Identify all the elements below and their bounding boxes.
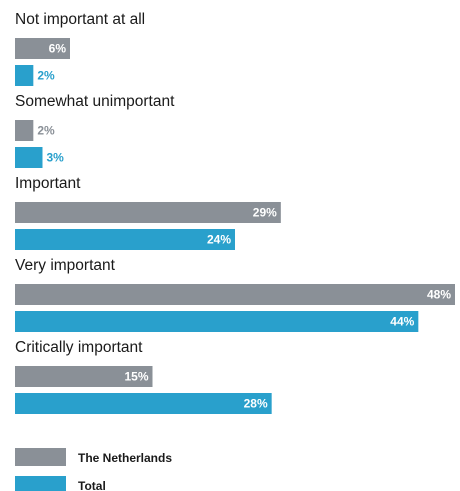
bar-total-somewhat-unimportant bbox=[15, 147, 43, 168]
data-label: 3% bbox=[47, 151, 65, 165]
legend-label: Total bbox=[78, 479, 106, 491]
category-label: Somewhat unimportant bbox=[15, 93, 175, 110]
bar-total-important bbox=[15, 229, 235, 250]
category-label: Critically important bbox=[15, 339, 143, 356]
data-label: 2% bbox=[37, 69, 55, 83]
bar-the-netherlands-very-important bbox=[15, 284, 455, 305]
data-label: 24% bbox=[207, 233, 231, 247]
data-label: 15% bbox=[124, 370, 148, 384]
data-label: 2% bbox=[37, 124, 55, 138]
data-label: 29% bbox=[253, 206, 277, 220]
legend-label: The Netherlands bbox=[78, 451, 172, 465]
bar-the-netherlands-somewhat-unimportant bbox=[15, 120, 34, 141]
category-label: Not important at all bbox=[15, 11, 145, 28]
legend-swatch-total bbox=[15, 476, 66, 491]
bar-total-critically-important bbox=[15, 393, 272, 414]
category-label: Very important bbox=[15, 257, 116, 274]
legend-swatch-the-netherlands bbox=[15, 448, 66, 466]
data-label: 48% bbox=[427, 288, 451, 302]
bar-the-netherlands-not-important-at-all bbox=[15, 38, 70, 59]
category-label: Important bbox=[15, 175, 81, 192]
data-label: 6% bbox=[49, 42, 67, 56]
data-label: 44% bbox=[390, 315, 414, 329]
bar-the-netherlands-critically-important bbox=[15, 366, 153, 387]
bar-the-netherlands-important bbox=[15, 202, 281, 223]
bar-total-very-important bbox=[15, 311, 419, 332]
data-label: 28% bbox=[244, 397, 268, 411]
bar-total-not-important-at-all bbox=[15, 65, 34, 86]
